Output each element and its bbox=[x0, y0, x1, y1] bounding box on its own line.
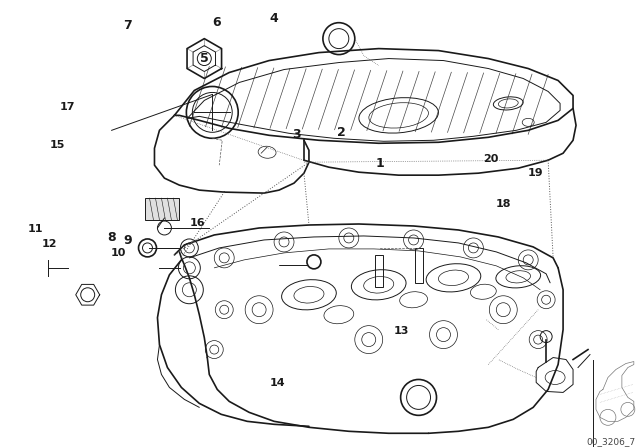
Text: 10: 10 bbox=[110, 248, 125, 258]
Text: 12: 12 bbox=[42, 239, 58, 249]
Text: 1: 1 bbox=[375, 157, 384, 170]
Text: 16: 16 bbox=[190, 218, 205, 228]
Text: 6: 6 bbox=[212, 16, 221, 29]
Text: 13: 13 bbox=[394, 326, 410, 336]
Text: 19: 19 bbox=[528, 168, 543, 178]
Text: 8: 8 bbox=[108, 231, 116, 244]
Text: 11: 11 bbox=[28, 224, 43, 234]
Text: 7: 7 bbox=[123, 19, 132, 32]
Text: 2: 2 bbox=[337, 126, 346, 139]
FancyBboxPatch shape bbox=[145, 198, 179, 220]
Text: 18: 18 bbox=[496, 199, 511, 209]
Text: 00_3206_7: 00_3206_7 bbox=[586, 437, 636, 446]
Text: 15: 15 bbox=[50, 139, 65, 150]
Text: 3: 3 bbox=[292, 128, 301, 141]
Text: 17: 17 bbox=[60, 102, 75, 112]
Text: 20: 20 bbox=[483, 154, 499, 164]
Text: 14: 14 bbox=[269, 378, 285, 388]
Text: 4: 4 bbox=[270, 12, 278, 25]
Text: 5: 5 bbox=[200, 52, 209, 65]
Text: 9: 9 bbox=[124, 234, 132, 247]
